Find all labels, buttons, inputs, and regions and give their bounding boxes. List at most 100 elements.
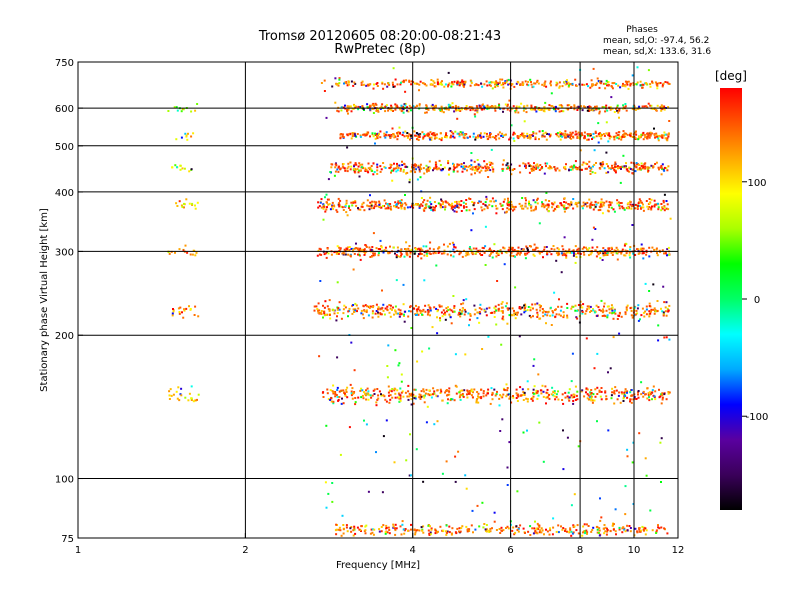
data-point-band-7 xyxy=(649,83,652,86)
data-point-band-4 xyxy=(427,169,430,172)
data-point-band-3 xyxy=(366,199,369,202)
data-point-band-2 xyxy=(658,249,661,252)
data-point-band-0 xyxy=(589,393,592,396)
data-point-band-4 xyxy=(532,167,534,170)
data-point-band-7 xyxy=(624,85,627,88)
data-point-band-2 xyxy=(392,246,395,249)
data-point-band-7 xyxy=(501,78,504,81)
data-point-band-7 xyxy=(536,80,538,83)
data-point-band-2 xyxy=(603,254,606,256)
data-point-band-1 xyxy=(365,311,368,313)
data-point-band-1 xyxy=(559,309,562,312)
data-point-band-4 xyxy=(334,166,337,169)
data-point-band-0 xyxy=(419,397,422,400)
data-point-sparse xyxy=(486,169,489,172)
data-point-band-7 xyxy=(568,83,571,86)
data-point-band-0 xyxy=(455,392,458,395)
data-point-band-3 xyxy=(439,203,442,206)
data-point-band-1 xyxy=(325,314,328,316)
data-point-band-7 xyxy=(382,87,385,90)
data-point-band-5 xyxy=(430,138,433,141)
data-point-sparse xyxy=(339,453,342,456)
data-point-band-4 xyxy=(476,168,479,171)
data-point-band-8 xyxy=(506,525,509,528)
data-point-band-4 xyxy=(427,166,430,169)
data-point-band-0 xyxy=(667,392,670,395)
data-point-band-12 xyxy=(178,200,181,203)
data-point-band-4 xyxy=(434,161,437,164)
data-point-sparse xyxy=(425,421,428,424)
data-point-sparse xyxy=(365,169,368,171)
data-point-band-1 xyxy=(324,300,327,303)
data-point-band-2 xyxy=(484,245,487,248)
data-point-band-0 xyxy=(590,397,593,400)
data-point-band-0 xyxy=(624,395,627,397)
data-point-band-6 xyxy=(535,110,538,113)
data-point-band-3 xyxy=(589,202,592,205)
data-point-band-0 xyxy=(409,394,412,397)
data-point-sparse xyxy=(418,89,420,92)
data-point-band-0 xyxy=(600,387,603,389)
data-point-band-0 xyxy=(523,393,526,396)
data-point-band-3 xyxy=(378,205,381,208)
data-point-sparse xyxy=(585,337,588,340)
data-point-band-0 xyxy=(611,391,614,394)
data-point-band-0 xyxy=(461,393,464,395)
data-point-sparse xyxy=(420,197,423,199)
data-point-sparse xyxy=(393,461,396,464)
data-point-band-6 xyxy=(374,102,377,105)
data-point-band-3 xyxy=(362,201,365,204)
data-point-band-1 xyxy=(519,307,522,310)
data-point-band-6 xyxy=(371,103,374,106)
data-point-band-8 xyxy=(573,525,576,528)
data-point-band-6 xyxy=(418,103,421,106)
data-point-band-8 xyxy=(621,531,624,534)
data-point-band-2 xyxy=(355,247,358,249)
data-point-band-0 xyxy=(629,398,632,401)
data-point-band-9 xyxy=(180,387,183,390)
data-point-band-1 xyxy=(546,311,549,314)
data-point-band-9 xyxy=(170,394,173,397)
data-point-band-5 xyxy=(593,136,596,139)
data-point-sparse xyxy=(471,509,474,512)
data-point-band-3 xyxy=(344,203,347,206)
data-point-band-4 xyxy=(651,166,654,169)
data-point-band-1 xyxy=(624,311,627,314)
data-point-band-0 xyxy=(361,394,364,397)
data-point-band-3 xyxy=(393,205,396,208)
data-point-band-0 xyxy=(410,398,413,401)
data-point-band-2 xyxy=(588,254,590,257)
data-point-band-0 xyxy=(532,392,535,395)
data-point-band-4 xyxy=(533,162,535,165)
data-point-band-2 xyxy=(510,251,513,254)
data-point-band-1 xyxy=(485,307,488,310)
data-point-band-7 xyxy=(604,87,607,90)
data-point-band-9 xyxy=(194,399,197,402)
data-point-band-0 xyxy=(546,396,549,399)
data-point-band-1 xyxy=(566,316,569,319)
data-point-band-1 xyxy=(529,316,532,319)
data-point-band-8 xyxy=(604,526,607,529)
data-point-band-0 xyxy=(651,398,653,401)
data-point-band-2 xyxy=(440,252,443,255)
data-point-band-7 xyxy=(536,79,539,82)
data-point-band-8 xyxy=(624,530,627,533)
data-point-band-3 xyxy=(634,207,637,210)
data-point-band-3 xyxy=(328,203,331,206)
data-point-band-8 xyxy=(614,530,617,533)
data-point-band-1 xyxy=(554,308,557,311)
data-point-band-6 xyxy=(554,108,557,111)
data-point-band-7 xyxy=(483,83,486,86)
data-point-band-0 xyxy=(516,394,519,397)
data-point-band-4 xyxy=(611,164,613,167)
data-point-band-8 xyxy=(657,526,660,529)
grid-lines xyxy=(78,62,678,538)
data-point-band-2 xyxy=(513,248,516,251)
data-point-band-7 xyxy=(473,84,476,87)
data-point-band-7 xyxy=(656,84,659,87)
data-point-band-3 xyxy=(609,201,612,204)
data-point-band-2 xyxy=(632,252,634,255)
data-point-band-1 xyxy=(338,308,341,311)
data-point-band-1 xyxy=(419,312,422,314)
data-point-band-0 xyxy=(364,393,367,396)
